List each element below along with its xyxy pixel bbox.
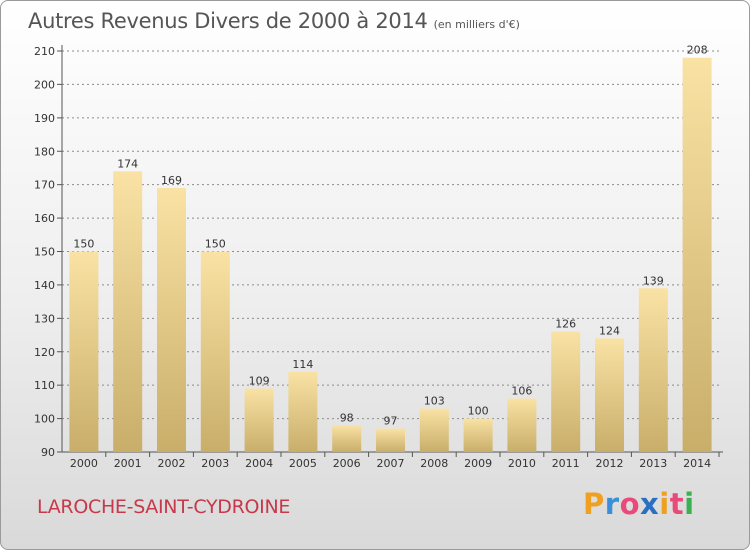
logo-letter: t (669, 487, 685, 521)
bar (157, 188, 186, 452)
bar-value-label: 114 (292, 358, 313, 371)
y-tick-label: 130 (34, 312, 55, 325)
bar-chart: 90 100 110 120 130 140 150 160 170 180 190 200 210 20… (34, 44, 723, 470)
bars (69, 57, 712, 453)
y-tick-label: 90 (41, 446, 55, 459)
y-tick-label: 150 (34, 246, 55, 259)
x-tick-label: 2009 (464, 457, 492, 470)
title-text: Autres Revenus Divers de 2000 à 2014 (28, 9, 428, 33)
y-tick-label: 110 (34, 379, 55, 392)
x-tick-label: 2007 (377, 457, 405, 470)
x-tick-label: 2013 (639, 457, 667, 470)
x-tick-label: 2002 (158, 457, 186, 470)
bar (200, 251, 230, 452)
x-tick-label: 2005 (289, 457, 317, 470)
y-tick-label: 180 (34, 145, 55, 158)
y-tick-label: 190 (34, 112, 55, 125)
x-tick-label: 2001 (114, 457, 142, 470)
y-tick-label: 160 (34, 212, 55, 225)
y-tick-label: 120 (34, 346, 55, 359)
bar-value-label: 139 (643, 274, 664, 287)
bar (332, 425, 362, 452)
bar (288, 371, 318, 452)
bar-value-label: 126 (555, 318, 576, 331)
x-tick-label: 2000 (70, 457, 98, 470)
bar-value-label: 150 (73, 238, 94, 251)
y-tick-label: 210 (34, 45, 55, 58)
logo-letter: r (604, 487, 620, 521)
bar-value-label: 98 (340, 411, 354, 424)
chart-title: Autres Revenus Divers de 2000 à 2014 (en … (28, 9, 520, 33)
bar-value-label: 124 (599, 324, 620, 337)
logo-letter: x (640, 487, 660, 521)
bar-value-label: 109 (249, 375, 270, 388)
x-tick-label: 2014 (683, 457, 711, 470)
x-tick-label: 2008 (420, 457, 448, 470)
bar-value-label: 150 (205, 238, 226, 251)
bar (595, 338, 624, 452)
bar-value-label: 97 (384, 415, 398, 428)
bar-value-label: 106 (511, 385, 532, 398)
data-labels: 150 174 169 150 109 114 98 97 103 100 106 126 124 139… (73, 44, 707, 428)
x-tick-label: 2010 (508, 457, 536, 470)
bar (244, 388, 274, 452)
x-tick-label: 2003 (201, 457, 229, 470)
bar (419, 408, 449, 452)
x-tick-label: 2004 (245, 457, 273, 470)
proxiti-logo: Proxiti (583, 487, 695, 521)
logo-letter: i (659, 487, 670, 521)
commune-name: LAROCHE-SAINT-CYDROINE (37, 496, 291, 518)
bar (463, 418, 493, 452)
x-tick-label: 2011 (552, 457, 580, 470)
chart-subtitle: (en milliers d'€) (433, 18, 520, 31)
y-tick-label: 100 (34, 413, 55, 426)
y-tick-label: 140 (34, 279, 55, 292)
x-tick-label: 2012 (596, 457, 624, 470)
bar-value-label: 103 (424, 395, 445, 408)
bar (507, 398, 537, 452)
bar (69, 251, 99, 452)
bar-value-label: 169 (161, 174, 182, 187)
logo-letter: o (619, 487, 641, 521)
bar-value-label: 208 (687, 44, 708, 57)
y-tick-label: 200 (34, 78, 55, 91)
bar (113, 171, 143, 453)
bar (638, 288, 668, 452)
bar (551, 331, 581, 452)
x-tick-label: 2006 (333, 457, 361, 470)
bar-value-label: 174 (117, 157, 138, 170)
logo-letter: i (684, 487, 695, 521)
bar (376, 428, 405, 452)
logo-letter: P (583, 487, 605, 521)
bar (682, 57, 712, 452)
bar-value-label: 100 (468, 405, 489, 418)
y-tick-label: 170 (34, 179, 55, 192)
